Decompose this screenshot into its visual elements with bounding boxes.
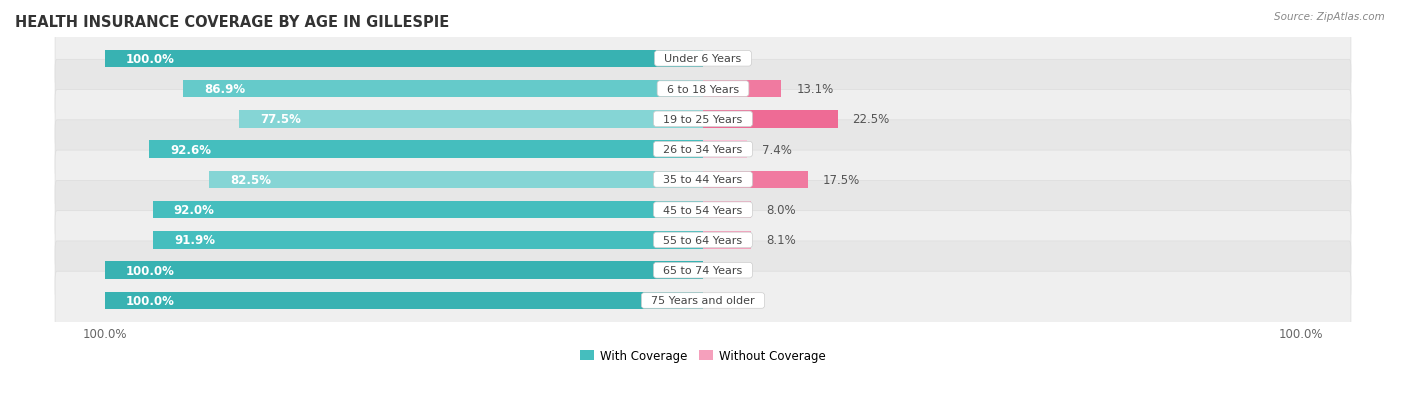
Text: 35 to 44 Years: 35 to 44 Years	[657, 175, 749, 185]
Text: HEALTH INSURANCE COVERAGE BY AGE IN GILLESPIE: HEALTH INSURANCE COVERAGE BY AGE IN GILL…	[15, 15, 450, 30]
Bar	[239, 111, 703, 128]
Text: 82.5%: 82.5%	[231, 173, 271, 186]
Text: 19 to 25 Years: 19 to 25 Years	[657, 114, 749, 125]
Text: 0.0%: 0.0%	[718, 294, 748, 307]
FancyBboxPatch shape	[55, 60, 1351, 119]
Text: 91.9%: 91.9%	[174, 234, 215, 247]
Text: Source: ZipAtlas.com: Source: ZipAtlas.com	[1274, 12, 1385, 22]
Text: 8.1%: 8.1%	[766, 234, 796, 247]
Text: 77.5%: 77.5%	[260, 113, 301, 126]
Text: 45 to 54 Years: 45 to 54 Years	[657, 205, 749, 215]
Text: 6 to 18 Years: 6 to 18 Years	[659, 84, 747, 94]
Text: 86.9%: 86.9%	[204, 83, 245, 96]
Text: Under 6 Years: Under 6 Years	[658, 54, 748, 64]
Text: 92.6%: 92.6%	[170, 143, 211, 156]
Text: 75 Years and older: 75 Years and older	[644, 296, 762, 306]
Legend: With Coverage, Without Coverage: With Coverage, Without Coverage	[575, 345, 831, 367]
Bar	[703, 81, 782, 98]
FancyBboxPatch shape	[55, 272, 1351, 330]
Bar	[149, 141, 703, 159]
Text: 13.1%: 13.1%	[796, 83, 834, 96]
FancyBboxPatch shape	[55, 90, 1351, 149]
Text: 100.0%: 100.0%	[125, 294, 174, 307]
Bar	[703, 232, 751, 249]
Text: 100.0%: 100.0%	[125, 264, 174, 277]
FancyBboxPatch shape	[55, 181, 1351, 240]
Text: 22.5%: 22.5%	[852, 113, 890, 126]
FancyBboxPatch shape	[55, 30, 1351, 88]
Text: 55 to 64 Years: 55 to 64 Years	[657, 235, 749, 245]
Text: 7.4%: 7.4%	[762, 143, 792, 156]
Bar	[703, 111, 838, 128]
Bar	[703, 202, 751, 219]
Bar	[209, 171, 703, 189]
Bar	[153, 232, 703, 249]
FancyBboxPatch shape	[55, 151, 1351, 209]
Bar	[104, 262, 703, 279]
Text: 65 to 74 Years: 65 to 74 Years	[657, 266, 749, 275]
Bar	[703, 141, 747, 159]
Text: 100.0%: 100.0%	[125, 53, 174, 66]
Text: 8.0%: 8.0%	[766, 204, 796, 217]
Text: 26 to 34 Years: 26 to 34 Years	[657, 145, 749, 155]
Bar	[104, 50, 703, 68]
Text: 17.5%: 17.5%	[823, 173, 860, 186]
Bar	[104, 292, 703, 309]
Bar	[703, 171, 807, 189]
Bar	[183, 81, 703, 98]
FancyBboxPatch shape	[55, 121, 1351, 179]
FancyBboxPatch shape	[55, 241, 1351, 300]
Bar	[153, 202, 703, 219]
Text: 0.0%: 0.0%	[718, 53, 748, 66]
Text: 92.0%: 92.0%	[173, 204, 214, 217]
FancyBboxPatch shape	[55, 211, 1351, 270]
Text: 0.0%: 0.0%	[718, 264, 748, 277]
